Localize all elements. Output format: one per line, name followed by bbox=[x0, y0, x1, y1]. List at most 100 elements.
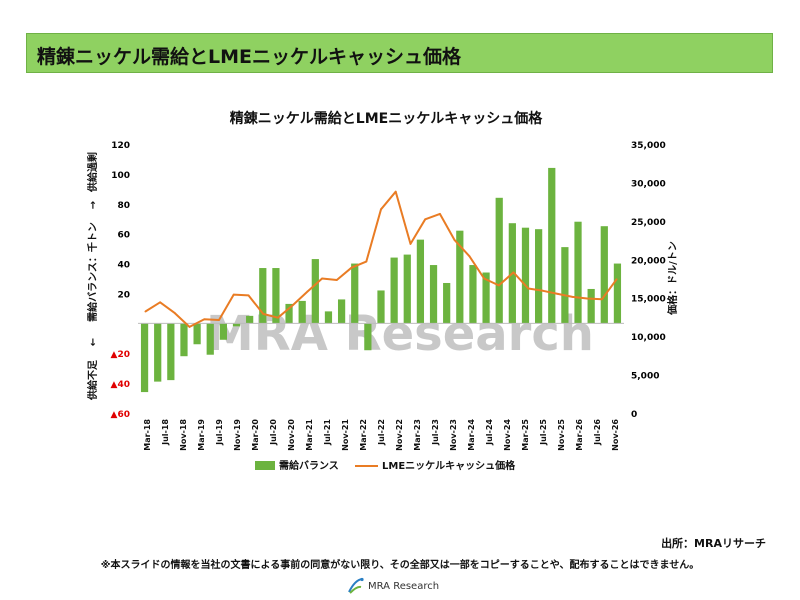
y-left-tick-7: ▲40 bbox=[111, 380, 130, 390]
price-point-0 bbox=[144, 310, 147, 313]
bar-1 bbox=[154, 323, 162, 382]
y-left-tick-5: 20 bbox=[117, 290, 130, 300]
price-point-6 bbox=[232, 293, 235, 296]
bar-10 bbox=[272, 268, 280, 324]
y-right-tick-2: 25,000 bbox=[631, 218, 666, 228]
x-tick-17: Nov-23 bbox=[449, 419, 458, 451]
y-right-label: 価格：ドル/トン bbox=[666, 241, 679, 316]
y-right-tick-1: 30,000 bbox=[631, 179, 666, 189]
x-tick-7: Jul-20 bbox=[269, 419, 278, 446]
price-point-3 bbox=[188, 326, 191, 328]
x-tick-5: Nov-19 bbox=[233, 419, 242, 451]
legend-label-price: LMEニッケルキャッシュ価格 bbox=[382, 459, 516, 472]
x-tick-19: Jul-24 bbox=[485, 419, 494, 446]
bar-0 bbox=[140, 323, 149, 393]
bar-29 bbox=[521, 227, 530, 324]
y-right-tick-5: 10,000 bbox=[631, 333, 666, 343]
x-tick-26: Nov-26 bbox=[611, 419, 620, 451]
y-left-tick-8: ▲60 bbox=[111, 410, 130, 420]
bar-36 bbox=[613, 263, 622, 324]
price-point-7 bbox=[247, 294, 250, 297]
x-tick-12: Mar-22 bbox=[359, 419, 368, 451]
x-tick-15: Mar-23 bbox=[413, 419, 422, 451]
price-point-17 bbox=[394, 190, 397, 193]
bar-26 bbox=[482, 272, 490, 324]
price-point-9 bbox=[277, 316, 279, 319]
legend-swatch-balance bbox=[255, 461, 275, 470]
bar-5 bbox=[206, 323, 214, 355]
bar-9 bbox=[259, 268, 267, 324]
x-tick-14: Nov-22 bbox=[395, 419, 404, 451]
price-point-5 bbox=[218, 319, 220, 321]
bar-7 bbox=[232, 323, 241, 327]
bar-22 bbox=[429, 265, 438, 324]
y-left-tick-1: 100 bbox=[111, 171, 130, 181]
x-tick-3: Mar-19 bbox=[197, 419, 206, 451]
disclaimer: ※本スライドの情報を当社の文書による事前の同意がない限り、その全部又は一部をコピ… bbox=[100, 560, 700, 571]
y-left-tick-0: 120 bbox=[111, 141, 130, 151]
bar-30 bbox=[535, 229, 543, 324]
bar-33 bbox=[574, 221, 582, 324]
source-note: 出所：MRAリサーチ bbox=[661, 537, 766, 550]
x-tick-9: Mar-21 bbox=[305, 419, 314, 451]
y-left-tick-2: 80 bbox=[117, 201, 130, 211]
bar-4 bbox=[193, 323, 201, 345]
price-point-27 bbox=[542, 289, 544, 292]
x-tick-8: Nov-20 bbox=[287, 419, 296, 451]
bar-17 bbox=[364, 323, 372, 351]
price-point-16 bbox=[380, 208, 382, 211]
bar-35 bbox=[600, 226, 608, 324]
x-tick-25: Jul-26 bbox=[593, 419, 602, 446]
x-tick-11: Nov-21 bbox=[341, 419, 350, 451]
bar-31 bbox=[548, 167, 556, 324]
bar-11 bbox=[285, 303, 293, 324]
y-left-label-top: 供給過剰 bbox=[86, 152, 99, 193]
price-point-10 bbox=[291, 304, 294, 307]
bar-14 bbox=[324, 311, 333, 324]
price-point-29 bbox=[571, 296, 574, 298]
x-tick-21: Mar-25 bbox=[521, 419, 530, 451]
price-point-8 bbox=[262, 312, 265, 315]
y-left-tick-6: ▲20 bbox=[111, 350, 130, 360]
price-point-14 bbox=[350, 266, 353, 269]
price-point-26 bbox=[527, 287, 530, 290]
bar-16 bbox=[351, 263, 359, 324]
y-left-arrow-up: → bbox=[88, 201, 99, 209]
bar-23 bbox=[443, 282, 451, 324]
price-point-2 bbox=[173, 312, 176, 314]
bar-12 bbox=[298, 300, 306, 324]
bar-25 bbox=[469, 265, 477, 324]
header-band: 精錬ニッケル需給とLMEニッケルキャッシュ価格 bbox=[26, 33, 773, 73]
bar-18 bbox=[377, 290, 385, 324]
price-point-24 bbox=[497, 284, 500, 287]
price-point-30 bbox=[586, 297, 589, 300]
price-point-22 bbox=[468, 255, 471, 258]
x-tick-6: Mar-20 bbox=[251, 419, 260, 451]
price-point-18 bbox=[409, 243, 412, 245]
y-left-tick-3: 60 bbox=[117, 231, 130, 241]
y-left-arrow-down: ← bbox=[88, 338, 99, 346]
price-point-25 bbox=[512, 271, 515, 274]
y-right-tick-7: 0 bbox=[631, 410, 637, 420]
price-point-11 bbox=[306, 290, 309, 293]
x-tick-10: Jul-21 bbox=[323, 419, 332, 446]
y-right-tick-6: 5,000 bbox=[631, 372, 659, 382]
bar-34 bbox=[587, 288, 595, 324]
footer-logo: MRA Research bbox=[346, 576, 439, 596]
x-tick-13: Jul-22 bbox=[377, 419, 386, 446]
legend-label-balance: 需給バランス bbox=[279, 459, 339, 472]
price-point-28 bbox=[556, 292, 559, 295]
y-right-tick-0: 35,000 bbox=[631, 141, 666, 151]
page-title: 精錬ニッケル需給とLMEニッケルキャッシュ価格 bbox=[37, 46, 461, 68]
bar-32 bbox=[561, 247, 569, 324]
bar-24 bbox=[456, 230, 464, 324]
x-tick-24: Mar-26 bbox=[575, 419, 584, 451]
y-right-tick-4: 15,000 bbox=[631, 295, 666, 305]
x-tick-4: Jul-19 bbox=[215, 419, 224, 446]
x-tick-20: Nov-24 bbox=[503, 419, 512, 451]
x-tick-0: Mar-18 bbox=[143, 419, 152, 451]
price-point-31 bbox=[601, 298, 603, 301]
price-point-20 bbox=[439, 213, 441, 215]
price-point-1 bbox=[159, 301, 161, 304]
price-point-15 bbox=[365, 260, 368, 263]
